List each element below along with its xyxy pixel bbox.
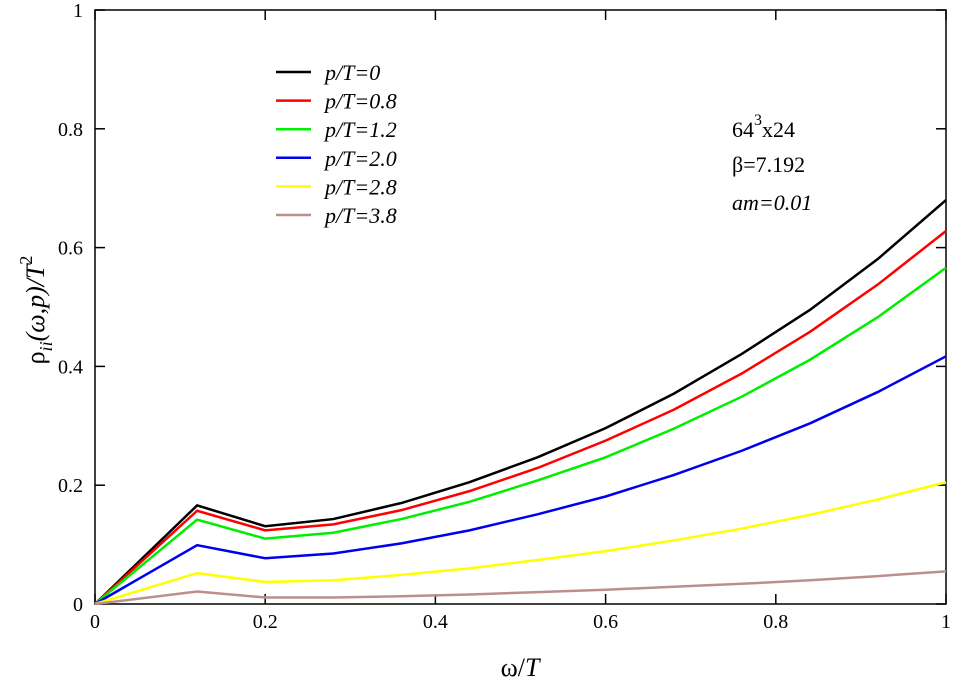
y-label-sub: ii	[36, 341, 56, 351]
series-line	[94, 266, 947, 605]
annotation-lattice: 643x24	[732, 112, 795, 142]
lattice-rest: x24	[762, 117, 795, 142]
y-tick-label: 0.6	[58, 238, 83, 260]
legend-label: p/T=3.8	[323, 203, 397, 228]
legend-label: p/T=2.0	[323, 146, 397, 171]
x-tick-label: 1	[941, 611, 951, 633]
x-tick-label: 0.8	[763, 611, 788, 633]
lattice-sup: 3	[754, 112, 762, 129]
y-tick-label: 1	[73, 0, 83, 22]
series-line	[94, 355, 947, 606]
y-tick-label: 0.4	[58, 356, 83, 378]
x-label-t: T	[525, 653, 541, 682]
series-line	[94, 481, 947, 606]
x-tick-label: 0	[90, 611, 100, 633]
annotation-beta: β=7.192	[732, 152, 805, 177]
x-tick-label: 0.4	[423, 611, 448, 633]
x-tick-label: 0.2	[253, 611, 278, 633]
y-label-mid: (ω,p)/T	[21, 263, 50, 341]
lattice-base: 64	[732, 117, 754, 142]
x-axis-label: ω/T	[501, 653, 541, 682]
y-axis-label: ρii(ω,p)/T2	[16, 256, 56, 365]
annotation-mass: am=0.01	[732, 190, 812, 215]
y-tick-label: 0.2	[58, 475, 83, 497]
legend-label: p/T=0.8	[323, 89, 397, 114]
series-line	[94, 229, 947, 605]
x-label-slash: /	[518, 653, 526, 682]
series-line	[94, 570, 947, 606]
y-label-rho: ρ	[21, 351, 50, 364]
legend-label: p/T=1.2	[323, 117, 397, 142]
series-line	[94, 199, 947, 605]
y-label-sup: 2	[16, 256, 36, 265]
y-tick-label: 0	[73, 594, 83, 616]
legend-label: p/T=0	[323, 60, 380, 85]
legend-label: p/T=2.8	[323, 174, 397, 199]
x-label-omega: ω	[501, 653, 518, 682]
plot-frame	[94, 9, 947, 605]
x-tick-label: 0.6	[593, 611, 618, 633]
y-tick-label: 0.8	[58, 119, 83, 141]
